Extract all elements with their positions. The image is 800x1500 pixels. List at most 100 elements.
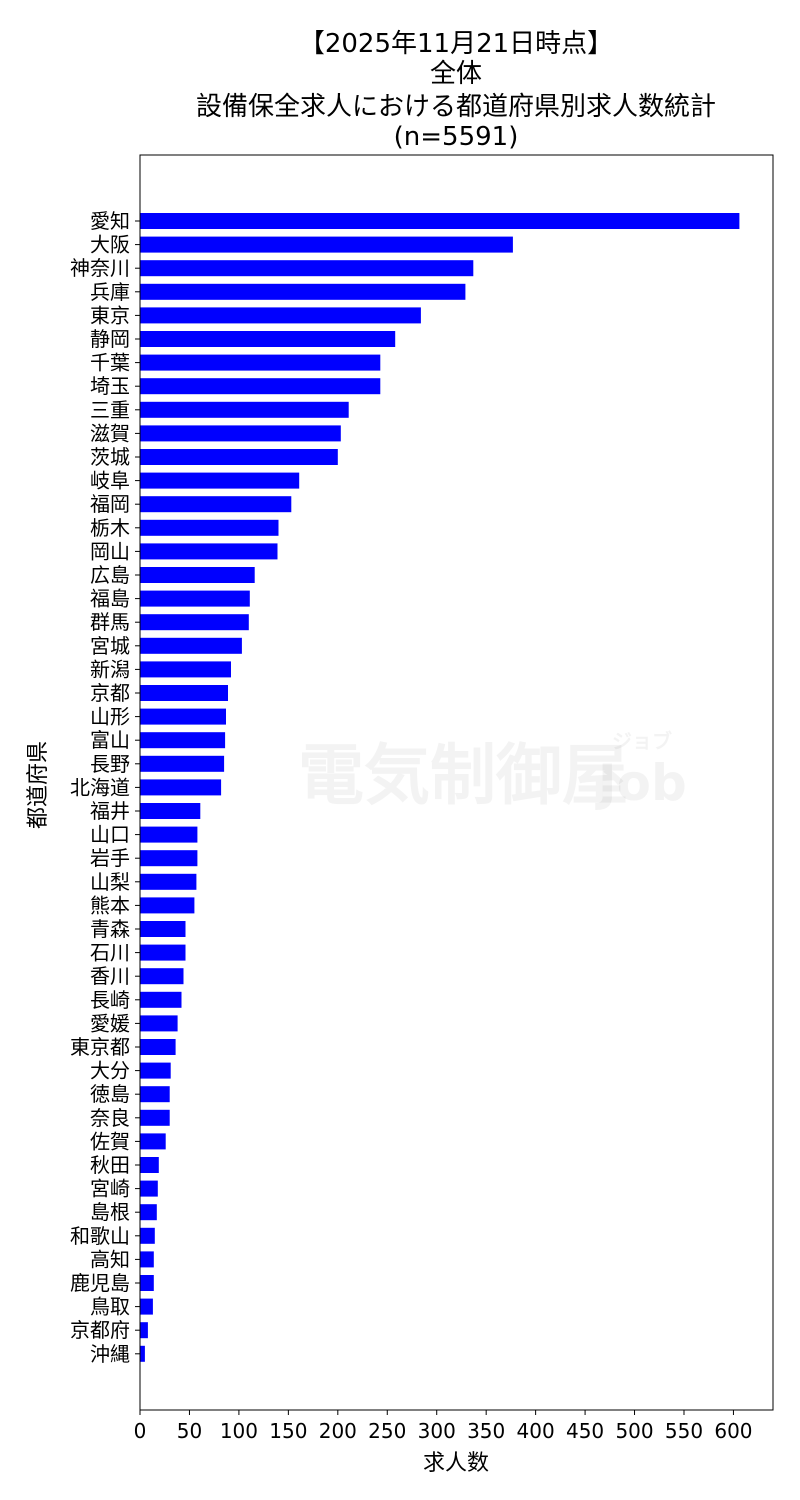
y-tick-label: 秋田 [90,1153,130,1177]
bar [140,519,279,536]
bar [140,779,222,796]
x-tick-label: 0 [134,1419,147,1443]
y-tick-label: 徳島 [90,1082,130,1106]
y-tick-label: 神奈川 [70,256,130,280]
bar [140,496,292,513]
y-tick-label: 新潟 [90,657,130,681]
y-tick-label: 長崎 [90,988,130,1012]
bar [140,1133,166,1150]
y-tick-label: 島根 [90,1200,130,1224]
x-tick-label: 350 [467,1419,505,1443]
y-tick-label: 山形 [90,705,130,729]
bar [140,1157,159,1173]
y-tick-label: 群馬 [90,610,130,634]
bar [140,873,197,890]
bar [140,826,198,843]
bar [140,614,249,631]
x-axis: 0 50 100 150 200 250 300 350 400 450 500 550 600 [134,1410,753,1443]
y-tick-label: 愛媛 [90,1011,130,1035]
bar [140,567,255,583]
x-tick-label: 200 [319,1419,357,1443]
y-tick-label: 福井 [90,799,130,823]
bar [140,1015,178,1032]
x-tick-label: 600 [714,1419,752,1443]
bars [140,213,740,1362]
y-tick-label: 北海道 [70,775,130,799]
y-tick-label: 大阪 [90,233,130,257]
y-tick-label: 京都府 [70,1318,130,1342]
y-tick-label: 山口 [90,823,130,847]
chart-title: 【2025年11月21日時点】全体設備保全求人における都道府県別求人数統計(n=… [196,29,716,152]
y-tick-label: 鳥取 [90,1295,130,1319]
bar [140,1039,176,1055]
bar [140,449,338,465]
y-tick-label: 大分 [90,1059,130,1083]
y-tick-label: 高知 [90,1247,130,1271]
bar [140,283,466,300]
y-tick-label: 福岡 [90,492,130,516]
y-tick-label: 岡山 [90,539,130,563]
bar [140,1180,158,1197]
y-axis-label: 都道府県 [26,741,51,829]
bar [140,685,228,701]
bar [140,968,184,985]
bar [140,425,341,442]
x-tick-label: 550 [665,1419,703,1443]
y-tick-label: 沖縄 [90,1342,130,1366]
y-tick-label: 埼玉 [90,374,130,398]
bar [140,850,198,867]
bar [140,1298,153,1315]
bar [140,307,421,324]
bar [140,944,186,961]
x-tick-label: 50 [177,1419,202,1443]
x-tick-label: 450 [566,1419,604,1443]
y-tick-label: 岩手 [90,846,130,870]
y-tick-labels: 愛知大阪神奈川兵庫東京静岡千葉埼玉三重滋賀茨城岐阜福岡栃木岡山広島福島群馬宮城新… [70,209,140,1366]
bar [140,991,182,1008]
watermark-text: 電気制御屋 [298,737,628,814]
y-tick-label: 東京都 [70,1035,130,1059]
bar [140,708,226,725]
y-tick-label: 東京 [90,303,130,327]
bar [140,401,349,418]
y-tick-label: 福島 [90,587,130,611]
y-tick-label: 三重 [90,398,130,422]
bar [140,543,278,560]
y-tick-label: 長野 [90,752,130,776]
watermark-small-text: ジョブ [612,729,672,753]
y-tick-label: 香川 [90,964,130,988]
bar [140,472,300,489]
y-tick-label: 広島 [90,563,130,587]
x-tick-label: 100 [220,1419,258,1443]
bar [140,260,474,277]
bar [140,921,186,937]
y-tick-label: 青森 [90,917,130,941]
y-tick-label: 和歌山 [70,1224,130,1248]
bar [140,755,225,772]
y-tick-label: 兵庫 [90,280,130,304]
y-tick-label: 鹿児島 [70,1271,130,1295]
x-tick-label: 400 [517,1419,555,1443]
bar [140,1204,157,1221]
y-tick-label: 佐賀 [90,1129,130,1153]
x-tick-label: 150 [269,1419,307,1443]
bar [140,331,396,347]
plot-frame [139,154,774,1411]
bar [140,1251,154,1268]
y-tick-label: 静岡 [90,327,130,351]
y-tick-label: 山梨 [90,870,130,894]
x-tick-label: 300 [418,1419,456,1443]
bar [140,1227,155,1244]
bar [140,732,226,749]
x-axis-label: 求人数 [423,1451,489,1476]
bar [140,661,231,678]
title-line: (n=5591) [394,122,519,152]
y-tick-label: 熊本 [90,893,130,917]
title-line: 全体 [430,59,482,89]
title-line: 設備保全求人における都道府県別求人数統計 [196,92,716,122]
bar [140,236,513,253]
y-tick-label: 石川 [90,941,130,965]
x-tick-label: 250 [368,1419,406,1443]
y-tick-label: 栃木 [90,516,130,540]
